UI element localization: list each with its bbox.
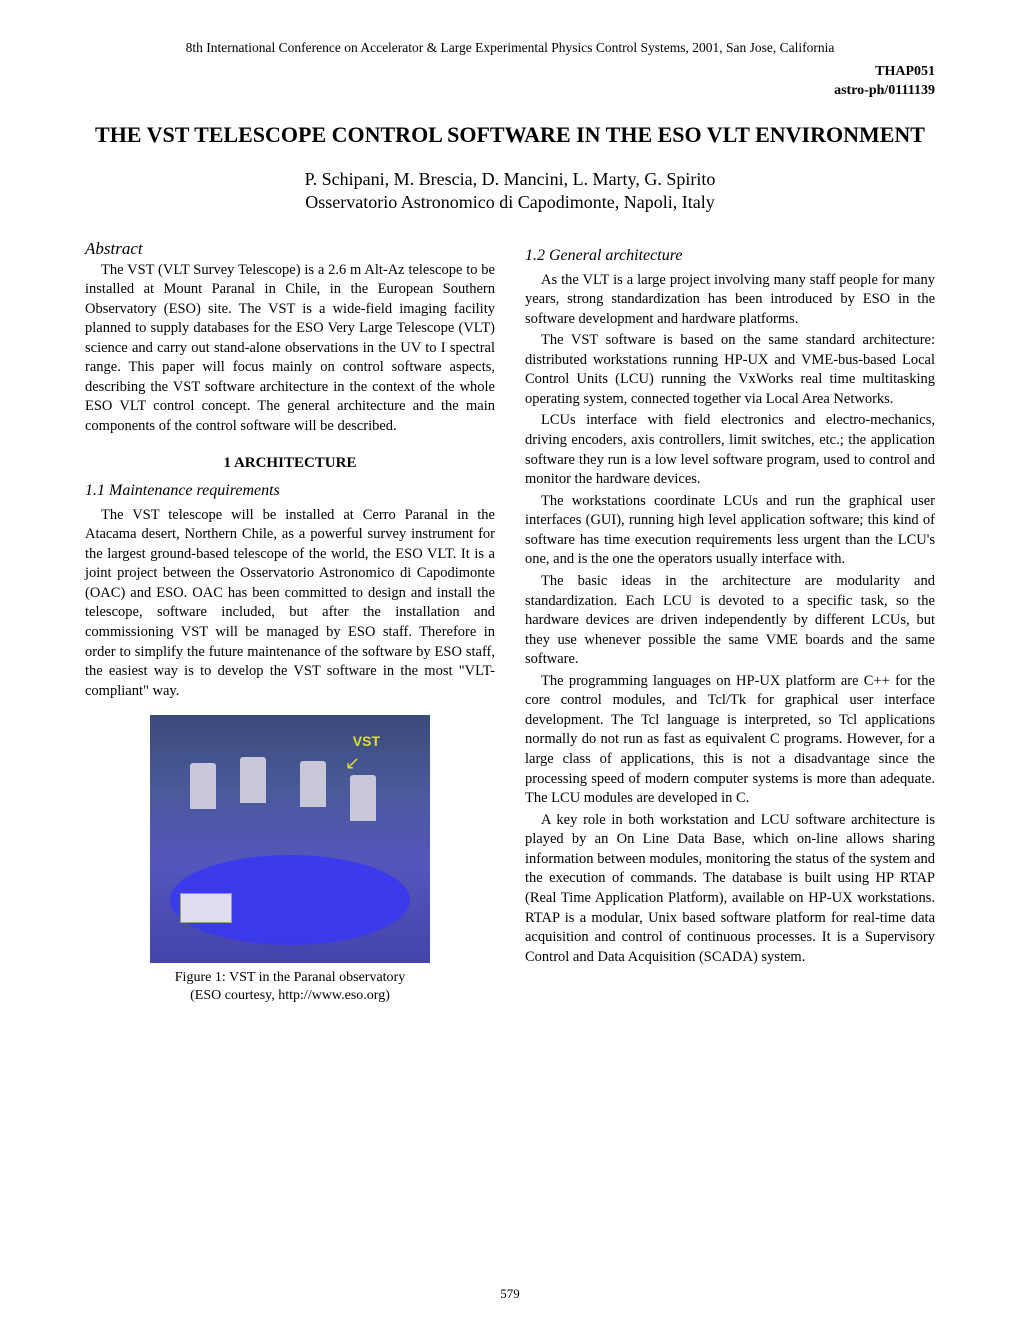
paragraph: A key role in both workstation and LCU s… (525, 811, 935, 968)
paragraph: The programming languages on HP-UX platf… (525, 672, 935, 809)
telescope-tower-icon (300, 761, 326, 807)
paragraph: The basic ideas in the architecture are … (525, 572, 935, 670)
subsection-1-1-text: The VST telescope will be installed at C… (85, 506, 495, 702)
paragraph: The workstations coordinate LCUs and run… (525, 492, 935, 570)
arxiv-id: astro-ph/0111139 (85, 83, 935, 99)
left-column: Abstract The VST (VLT Survey Telescope) … (85, 239, 495, 1006)
two-column-layout: Abstract The VST (VLT Survey Telescope) … (85, 239, 935, 1006)
conference-header: 8th International Conference on Accelera… (85, 40, 935, 56)
figure-1-caption-line1: Figure 1: VST in the Paranal observatory (85, 969, 495, 987)
affiliation: Osservatorio Astronomico di Capodimonte,… (85, 192, 935, 213)
subsection-1-2-heading: 1.2 General architecture (525, 247, 935, 265)
arrow-icon: ↙ (345, 753, 360, 774)
subsection-1-1-heading: 1.1 Maintenance requirements (85, 482, 495, 500)
paragraph: LCUs interface with field electronics an… (525, 411, 935, 489)
right-column: 1.2 General architecture As the VLT is a… (525, 239, 935, 1006)
figure-1-image: VST ↙ (150, 715, 430, 963)
page-number: 579 (500, 1286, 520, 1302)
telescope-tower-icon (350, 775, 376, 821)
authors: P. Schipani, M. Brescia, D. Mancini, L. … (85, 169, 935, 190)
paragraph: As the VLT is a large project involving … (525, 271, 935, 330)
telescope-tower-icon (240, 757, 266, 803)
figure-1: VST ↙ Figure 1: VST in the Paranal obser… (85, 715, 495, 1005)
telescope-tower-icon (190, 763, 216, 809)
figure-1-caption-line2: (ESO courtesy, http://www.eso.org) (85, 987, 495, 1005)
paper-title: THE VST TELESCOPE CONTROL SOFTWARE IN TH… (85, 121, 935, 149)
paragraph: The VST software is based on the same st… (525, 331, 935, 409)
vst-label: VST (353, 733, 380, 749)
building-icon (180, 893, 232, 923)
abstract-text: The VST (VLT Survey Telescope) is a 2.6 … (85, 261, 495, 437)
section-1-heading: 1 ARCHITECTURE (85, 455, 495, 472)
page: 8th International Conference on Accelera… (0, 0, 1020, 1320)
abstract-heading: Abstract (85, 239, 495, 259)
document-id: THAP051 (85, 64, 935, 80)
